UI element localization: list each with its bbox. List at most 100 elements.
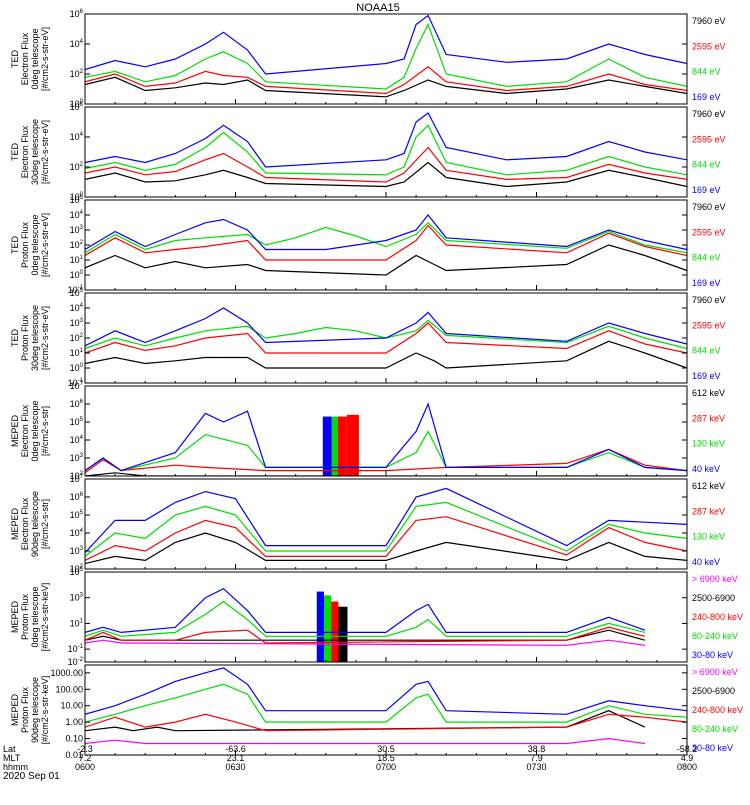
y-axis-label-line: [#/cm2-s-str-eV] [40, 27, 50, 91]
series-line-1 [85, 737, 645, 745]
legend-entry: > 6900 keV [692, 667, 738, 677]
y-axis-label-line: 0deg telescope [30, 400, 40, 461]
series-line-1 [85, 472, 687, 476]
legend-entry: 2595 eV [692, 320, 726, 330]
series-line-5 [85, 587, 646, 634]
y-tick-label: 106 [70, 492, 84, 502]
series-line-2 [85, 146, 687, 183]
y-tick-label: 105 [70, 567, 84, 577]
y-axis-label-line: [#/cm2-s-str-eV] [40, 120, 50, 184]
y-tick-label: 106 [70, 102, 84, 112]
y-axis-label-line: MEPED [10, 508, 20, 541]
series-line-2 [85, 710, 646, 732]
y-tick-label: 101 [70, 348, 84, 358]
x-tick-label-mlt: 23.1 [227, 753, 245, 763]
y-axis-label-line: Proton Flux [20, 593, 30, 640]
y-tick-label: 0.10 [65, 734, 83, 744]
series-line-1 [85, 639, 645, 646]
y-axis-label-line: Electron Flux [20, 404, 30, 457]
y-tick-label: 103 [70, 225, 84, 235]
legend-entry: 169 eV [692, 92, 721, 102]
y-tick-label: 100 [70, 192, 84, 202]
x-tick-label-mlt: 18.5 [377, 753, 395, 763]
y-axis-label-line: TED [10, 235, 20, 254]
series-line-2 [85, 224, 687, 261]
legend-entry: 7960 eV [692, 202, 726, 212]
legend-entry: 287 keV [692, 413, 725, 423]
y-axis-label: TED Proton Flux 30deg telescope [#/cm2-s-st… [10, 305, 50, 371]
series-line-4 [85, 683, 687, 723]
y-axis-label-line: 90deg telescope [30, 491, 40, 557]
y-tick-label: 104 [70, 528, 84, 538]
panel-4: 10-1 100 101 102 103 104 105 TED Proton Flux 30de… [10, 288, 726, 388]
legend-entry: 169 eV [692, 185, 721, 195]
y-axis-label: MEPED Electron Flux 0deg telescope [#/cm2-s… [10, 400, 50, 461]
y-tick-label: 104 [70, 132, 84, 142]
legend-entry: 612 keV [692, 481, 725, 491]
legend-entry: 30-80 keV [692, 743, 733, 753]
y-axis-label-line: Proton Flux [20, 314, 30, 361]
y-tick-label: 104 [70, 435, 84, 445]
y-tick-label: 104 [70, 39, 84, 49]
legend-entry: 40 keV [692, 464, 720, 474]
y-axis-label-line: MEPED [10, 601, 20, 634]
y-axis-label-line: 30deg telescope [30, 305, 40, 371]
legend-entry: 2500-6900 [692, 686, 735, 696]
legend-entry: 130 keV [692, 439, 725, 449]
x-tick-label-hhmm: 0700 [376, 762, 396, 772]
y-axis-label-line: [#/cm2-s-str] [40, 499, 50, 549]
y-tick-label: 102 [70, 162, 84, 172]
series-line-3 [85, 501, 687, 557]
panel-6: 102 103 104 105 106 107 MEPED Electron Flux 90de… [10, 474, 725, 574]
x-tick-label-mlt: 7.9 [530, 753, 543, 763]
legend-entry: 2595 eV [692, 41, 726, 51]
y-axis-label-line: 0deg telescope [30, 214, 40, 275]
y-axis-label-line: Proton Flux [20, 686, 30, 733]
x-row-label: MLT [3, 753, 21, 763]
legend-entry: 40 keV [692, 557, 720, 567]
chart-title: NOAA15 [356, 2, 399, 14]
series-line-3 [85, 626, 646, 644]
series-line-1 [85, 76, 687, 98]
y-tick-label: 100 [70, 270, 84, 280]
x-tick-label-lat: -58.2 [677, 744, 698, 754]
series-line-1 [85, 340, 687, 369]
panel-frame [84, 106, 688, 198]
y-axis-label-line: [#/cm2-s-str-keV] [40, 583, 50, 652]
x-row-label: Lat [3, 744, 16, 754]
y-axis-label-line: [#/cm2-s-str] [40, 406, 50, 456]
y-tick-label: 10.00 [60, 701, 83, 711]
panel-frame [84, 571, 688, 663]
series-line-2 [85, 322, 687, 354]
x-tick-label-hhmm: 0730 [526, 762, 546, 772]
legend-entry: 844 eV [692, 67, 721, 77]
y-tick-label: 105 [70, 195, 84, 205]
x-tick-label-lat: 30.5 [377, 744, 395, 754]
x-tick-label-lat: 38.8 [528, 744, 546, 754]
y-tick-label: 1000.00 [50, 668, 83, 678]
y-tick-label: 107 [70, 381, 84, 391]
y-axis-label-line: MEPED [10, 415, 20, 448]
series-line-3 [85, 124, 687, 176]
series-line-4 [85, 14, 687, 75]
y-axis-label-line: Proton Flux [20, 221, 30, 268]
series-line-3 [85, 221, 687, 254]
legend-entry: 7960 eV [692, 109, 726, 119]
y-axis-label: TED Electron Flux 0deg telescope [#/cm2-s-s… [10, 27, 50, 91]
y-axis-label: MEPED Proton Flux 0deg telescope [#/cm2-s-s… [10, 583, 50, 652]
panel-frame [84, 385, 688, 477]
series-line-4 [85, 600, 646, 637]
series-line-2 [85, 516, 687, 561]
y-tick-label: 106 [70, 9, 84, 19]
bar-2 [323, 595, 332, 662]
y-axis-label-line: [#/cm2-s-str-eV] [40, 213, 50, 277]
legend-entry: 287 keV [692, 506, 725, 516]
legend-entry: 130 keV [692, 532, 725, 542]
y-axis-label-line: Electron Flux [20, 125, 30, 178]
y-axis-label-line: Electron Flux [20, 32, 30, 85]
y-axis-label: MEPED Proton Flux 90deg telescope [#/cm2-s-… [10, 676, 50, 745]
legend-entry: 844 eV [692, 253, 721, 263]
bar-4 [346, 414, 359, 476]
